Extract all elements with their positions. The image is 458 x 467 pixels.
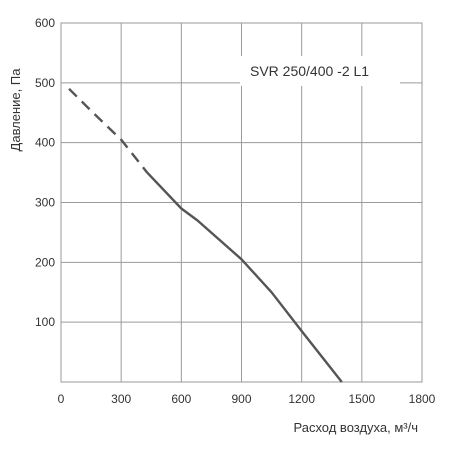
x-tick-label: 1200 xyxy=(288,392,315,406)
x-tick-label: 900 xyxy=(231,392,251,406)
x-tick-label: 1800 xyxy=(409,392,436,406)
x-tick-label: 600 xyxy=(171,392,191,406)
tick-labels: 0 300 600 900 1200 1500 1800 100 200 300 400 500 600 xyxy=(35,16,436,406)
annotation-background xyxy=(240,56,400,86)
y-tick-label: 200 xyxy=(35,255,55,269)
y-tick-label: 300 xyxy=(35,196,55,210)
series-annotation: SVR 250/400 -2 L1 xyxy=(250,63,369,79)
x-axis-title: Расход воздуха, м³/ч xyxy=(293,420,418,435)
x-tick-label: 300 xyxy=(111,392,131,406)
y-tick-label: 100 xyxy=(35,315,55,329)
pressure-curve-solid xyxy=(146,171,343,383)
x-tick-label: 1500 xyxy=(348,392,375,406)
y-tick-label: 400 xyxy=(35,136,55,150)
series-layer xyxy=(68,87,343,383)
y-tick-label: 500 xyxy=(35,76,55,90)
pressure-curve-dashed xyxy=(68,87,149,174)
y-tick-label: 600 xyxy=(35,16,55,30)
y-axis-title: Давление, Па xyxy=(8,68,23,152)
x-tick-label: 0 xyxy=(58,392,65,406)
